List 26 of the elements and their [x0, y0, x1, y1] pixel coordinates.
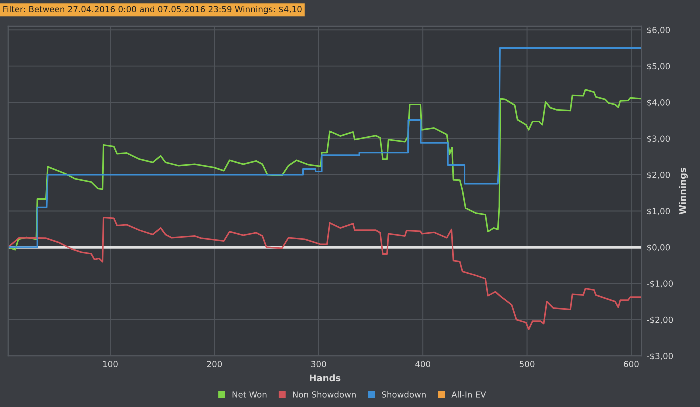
y-tick-label: $2,00 — [647, 172, 670, 180]
y-tick-label: $5,00 — [647, 63, 670, 71]
x-tick-label: 200 — [207, 361, 222, 368]
y-tick-label: -$3,00 — [647, 352, 674, 361]
legend-label: Net Won — [232, 392, 267, 398]
line-series — [8, 47, 642, 248]
x-tick-label: 500 — [520, 361, 535, 368]
y-tick-label: $6,00 — [647, 26, 670, 34]
line-series — [8, 89, 642, 251]
y-tick-label: $3,00 — [647, 136, 670, 144]
x-tick-label: 600 — [624, 361, 639, 368]
text: Filter: Between 27.04.2016 0:00 and 07.05.2016 23:59 Winnings: $4,10 — [4, 6, 302, 14]
legend-label: All-In EV — [452, 391, 486, 398]
line-series — [8, 216, 642, 330]
x-axis-title: Hands — [310, 374, 341, 382]
x-tick-label: 100 — [103, 361, 118, 368]
y-tick-label: -$1,00 — [647, 280, 674, 288]
y-tick-label: $1,00 — [647, 208, 670, 216]
y-tick-label: $4,00 — [647, 99, 670, 107]
y-tick-label: -$2,00 — [647, 316, 674, 324]
x-tick-label: 400 — [416, 361, 430, 368]
x-tick-label: 300 — [312, 361, 326, 368]
legend-label: Showdown — [382, 391, 426, 398]
legend-label: Non Showdown — [293, 391, 356, 398]
y-axis-title: Winnings — [679, 168, 688, 215]
y-tick-label: $0,00 — [647, 244, 670, 252]
